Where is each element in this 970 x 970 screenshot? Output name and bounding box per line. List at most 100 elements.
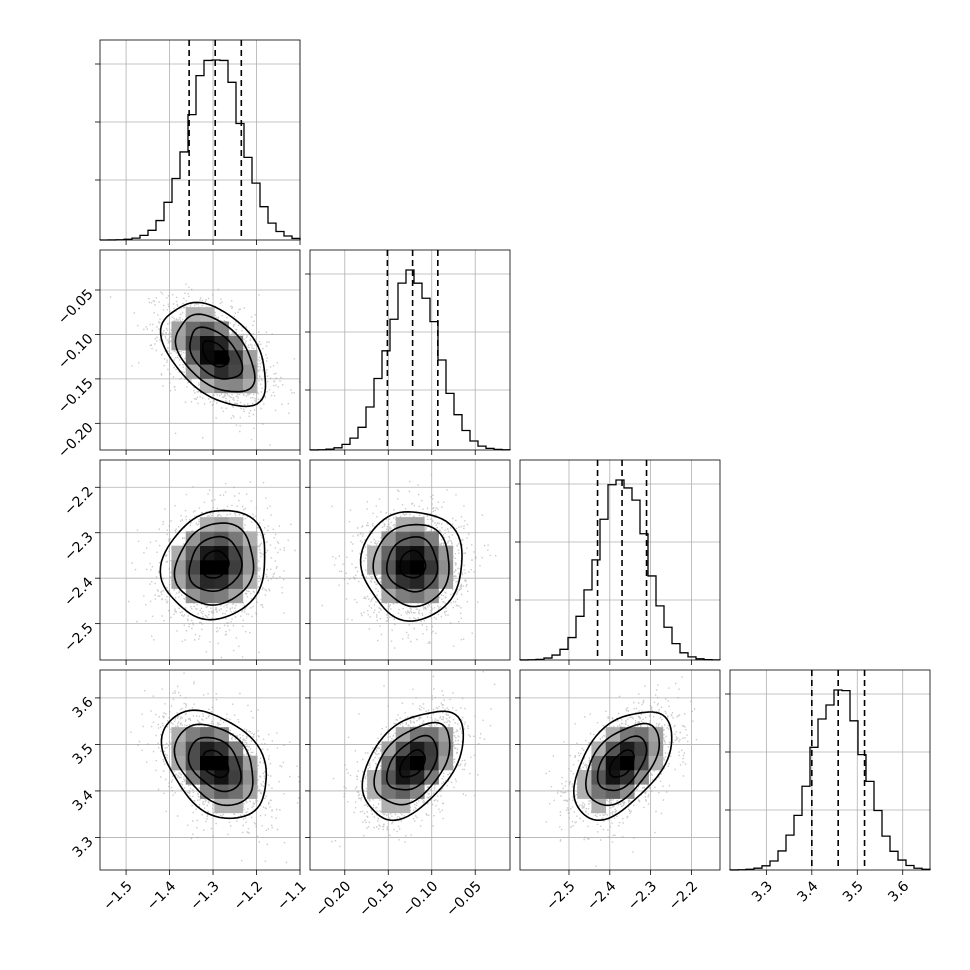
density-cell xyxy=(410,727,425,742)
histogram-panel-3 xyxy=(515,459,721,665)
contour-line xyxy=(584,722,661,807)
density-cell xyxy=(438,741,454,757)
density-cell xyxy=(171,755,187,771)
y-tick-label: −2.2 xyxy=(61,484,96,519)
panel-frame xyxy=(309,669,511,871)
y-tick-label: 3.3 xyxy=(70,834,97,861)
contour-line xyxy=(596,735,648,792)
density-cell xyxy=(381,560,397,575)
density-cell xyxy=(171,560,187,575)
contour-line xyxy=(572,711,673,821)
scatter-points xyxy=(545,676,698,867)
density-cell xyxy=(410,560,425,575)
density-cell xyxy=(395,545,411,561)
density-cell xyxy=(424,531,439,547)
histogram-step xyxy=(729,689,931,871)
density-cell xyxy=(214,531,229,547)
x-tick-label: −1.4 xyxy=(144,878,179,913)
density-cell xyxy=(171,335,187,351)
density-cell xyxy=(200,588,215,604)
density-cell xyxy=(367,560,382,575)
y-tick-label: −2.5 xyxy=(61,620,96,655)
density-cell xyxy=(200,307,215,322)
density-cell xyxy=(200,545,215,561)
density-cell xyxy=(410,531,425,547)
density-cell xyxy=(214,560,229,575)
density-cell xyxy=(381,574,397,589)
contour-line xyxy=(386,734,439,791)
density-cell xyxy=(395,560,411,575)
contour-line xyxy=(202,549,230,579)
density-cell xyxy=(591,784,607,799)
density-cell xyxy=(242,560,258,575)
density-cell xyxy=(228,378,244,394)
density-cell xyxy=(214,517,229,532)
density-cell xyxy=(242,545,258,561)
contour-line xyxy=(189,326,244,380)
density-cell xyxy=(200,350,215,365)
density-cell xyxy=(395,574,411,589)
scatter-panel-4-1: −1.5 −1.4 −1.3 −1.2 −1.1 3.3 3.4 3.5 3.6 xyxy=(70,669,310,914)
scatter-content xyxy=(310,460,510,660)
density-cell xyxy=(395,517,411,532)
x-tick-label: −1.3 xyxy=(187,878,222,913)
density-cell xyxy=(200,364,215,379)
scatter-panel-4-3: −2.5 −2.4 −2.3 −2.2 xyxy=(515,669,721,914)
density-cell xyxy=(185,588,201,604)
density-cell xyxy=(200,784,215,799)
density-cell xyxy=(591,770,607,785)
contour-line xyxy=(361,710,465,822)
density-cell xyxy=(228,574,244,589)
contour-line xyxy=(608,749,635,778)
density-cell xyxy=(424,588,439,604)
scatter-content xyxy=(100,250,300,450)
y-tick-label: −2.3 xyxy=(61,529,96,564)
density-cell xyxy=(214,335,229,351)
panel-frame xyxy=(99,39,301,241)
density-cell xyxy=(605,784,621,799)
y-tick-label: −0.15 xyxy=(55,375,97,417)
density-cell xyxy=(577,770,592,785)
panel-frame xyxy=(519,669,721,871)
density-cell xyxy=(395,798,411,814)
histogram-panel-4: 3.3 3.4 3.5 3.6 xyxy=(725,669,931,905)
contour-line xyxy=(386,536,439,593)
scatter-panel-3-1: −2.5 −2.4 −2.3 −2.2 xyxy=(61,459,301,665)
density-cell xyxy=(620,741,635,757)
contour-line xyxy=(373,721,451,806)
panel-frame xyxy=(729,669,931,871)
x-tick-label: 3.4 xyxy=(794,878,821,905)
density-cell xyxy=(228,531,244,547)
density-cell xyxy=(200,727,215,742)
density-cell xyxy=(620,727,635,742)
x-tick-label: −2.3 xyxy=(625,878,660,913)
density-cell xyxy=(381,588,397,604)
x-tick-label: −0.15 xyxy=(356,878,398,920)
panel-frame xyxy=(99,249,301,451)
density-cell xyxy=(185,321,201,337)
density-cell xyxy=(634,770,649,785)
scatter-points xyxy=(321,474,497,649)
x-tick-label: −2.5 xyxy=(543,878,578,913)
density-cell xyxy=(171,741,187,757)
contour-line xyxy=(399,549,427,579)
contour-line xyxy=(160,709,268,820)
contour-line xyxy=(173,522,255,606)
density-cell xyxy=(200,741,215,757)
density-cell xyxy=(214,588,229,604)
density-cell xyxy=(228,560,244,575)
contour-line xyxy=(399,749,427,778)
y-tick-label: −2.4 xyxy=(61,574,96,609)
density-cell xyxy=(228,335,244,351)
contour-line xyxy=(201,339,230,368)
density-cell xyxy=(185,335,201,351)
x-tick-label: 3.5 xyxy=(840,878,867,905)
panel-frame xyxy=(99,669,301,871)
density-cell xyxy=(185,545,201,561)
density-cell xyxy=(214,350,229,365)
x-tick-label: −1.5 xyxy=(100,878,135,913)
density-cell xyxy=(410,755,425,771)
histogram-panel-2 xyxy=(305,249,511,455)
density-cell xyxy=(228,784,244,799)
x-tick-label: −0.20 xyxy=(313,878,355,920)
